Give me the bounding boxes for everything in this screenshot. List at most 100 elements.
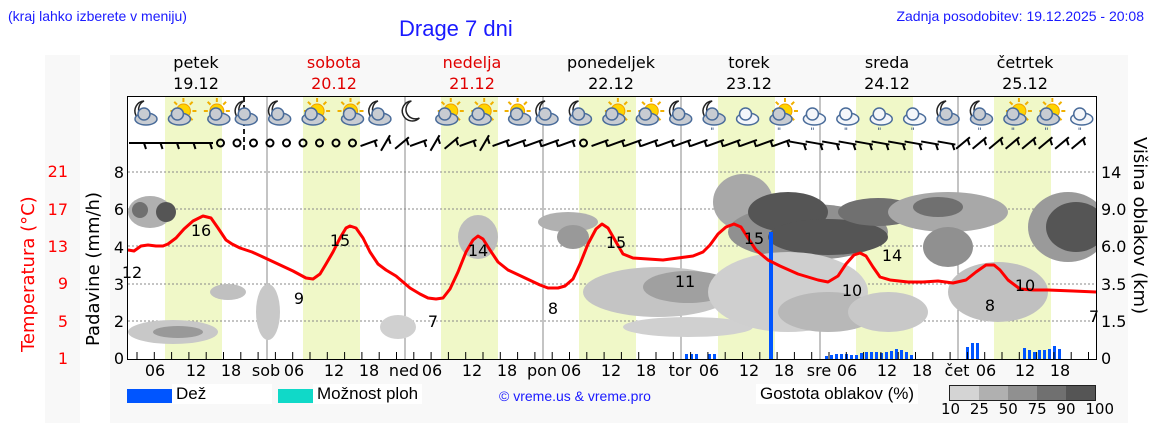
night-drizzle-icon: " xyxy=(702,100,726,137)
temp-tick: 21 xyxy=(47,162,68,181)
precip-tick: 6 xyxy=(113,200,124,219)
temperature-value-label: 15 xyxy=(329,231,351,250)
cloud-tick: 1.5 xyxy=(1101,312,1127,331)
copyright-link[interactable]: © vreme.us & vreme.pro xyxy=(499,388,651,404)
sun-cloud-small-icon xyxy=(337,98,365,126)
day-date: 25.12 xyxy=(1002,74,1048,93)
day-header: sobota 20.12 xyxy=(307,52,361,94)
temperature-value-label: 8 xyxy=(547,299,559,318)
day-name: nedelja xyxy=(442,53,502,72)
x-tick-label: sre xyxy=(806,361,832,380)
cloud-height-axis-title: Višina oblakov (km) xyxy=(1129,137,1150,315)
scale-tick: 90 xyxy=(1056,400,1076,418)
x-tick-label: 18 xyxy=(496,361,518,380)
cloud-density-label: Gostota oblakov (%) xyxy=(756,384,919,404)
cloud-tick: 0 xyxy=(1101,349,1112,368)
x-tick-label: 06 xyxy=(975,361,997,380)
day-name: petek xyxy=(173,53,219,72)
cloud-tick: 14 xyxy=(1101,163,1122,182)
sun-cloud-icon xyxy=(435,98,464,126)
last-updated: Zadnja posodobitev: 19.12.2025 - 20:08 xyxy=(896,8,1144,24)
scale-tick: 25 xyxy=(969,400,989,418)
x-tick-label: 06 xyxy=(144,361,166,380)
temperature-value-label: 7 xyxy=(427,312,439,331)
showers-swatch xyxy=(278,389,324,403)
precip-tick: 4 xyxy=(113,238,124,257)
x-tick-label: 12 xyxy=(876,361,898,380)
cloud-tick: 3.5 xyxy=(1101,275,1127,294)
x-tick-label: sob xyxy=(251,361,281,380)
precip-tick: 0 xyxy=(113,349,124,368)
temp-tick: 13 xyxy=(47,237,68,256)
svg-text:": " xyxy=(844,127,848,137)
temperature-value-label: 10 xyxy=(841,281,863,300)
day-date: 19.12 xyxy=(173,74,219,93)
cloudy-drizzle-icon: " xyxy=(1070,107,1094,137)
x-tick-label: 18 xyxy=(773,361,795,380)
rain-swatch xyxy=(127,389,173,403)
x-tick-label: pon xyxy=(526,361,558,380)
location-hint: (kraj lahko izberete v meniju) xyxy=(8,8,187,24)
x-tick-label: 06 xyxy=(421,361,443,380)
temperature-value-label: 12 xyxy=(121,263,143,282)
sun-cloud-icon xyxy=(167,98,197,126)
cloudy-drizzle-icon: " xyxy=(902,107,927,137)
night-cloudy-icon xyxy=(368,100,392,126)
svg-text:": " xyxy=(877,127,881,137)
night-cloudy-icon xyxy=(668,100,693,126)
x-tick-label: 06 xyxy=(836,361,858,380)
forecast-plot xyxy=(127,152,1097,360)
x-tick-label: 12 xyxy=(323,361,345,380)
night-cloudy-icon xyxy=(936,100,960,126)
x-tick-label: 18 xyxy=(358,361,380,380)
day-name: sreda xyxy=(864,53,910,72)
cloud-density-scale xyxy=(949,385,1096,401)
day-date: 23.12 xyxy=(726,74,772,93)
temp-axis-panel xyxy=(45,55,80,423)
sun-cloud-icon xyxy=(301,98,331,126)
temp-tick: 5 xyxy=(57,312,68,331)
temperature-axis-title: Temperatura (°C) xyxy=(18,196,39,352)
temperature-value-label: 11 xyxy=(674,272,696,291)
day-name: četrtek xyxy=(996,53,1054,72)
cloudy-icon xyxy=(735,107,760,126)
x-tick-label: 06 xyxy=(560,361,582,380)
cloud-tick: 9.0 xyxy=(1101,200,1127,219)
temperature-value-label: 10 xyxy=(1014,276,1036,295)
temperature-value-label: 15 xyxy=(605,233,627,252)
showers-legend-label: Možnost ploh xyxy=(313,384,423,404)
precip-tick: 2 xyxy=(113,312,124,331)
cloud-density-ticks: 10 25 50 75 90 100 xyxy=(941,400,1114,418)
precip-tick: 8 xyxy=(113,163,124,182)
temp-tick: 1 xyxy=(57,349,68,368)
day-header: ponedeljek 22.12 xyxy=(567,52,655,94)
day-date: 21.12 xyxy=(449,74,495,93)
x-tick-label: tor xyxy=(668,361,692,380)
night-cloudy-icon xyxy=(134,100,158,126)
night-cloudy-icon xyxy=(568,100,593,126)
day-header: petek 19.12 xyxy=(173,52,219,94)
day-date: 20.12 xyxy=(311,74,357,93)
scale-tick: 75 xyxy=(1027,400,1047,418)
day-date: 24.12 xyxy=(864,74,910,93)
x-tick-label: ned xyxy=(388,361,420,380)
day-header: nedelja 21.12 xyxy=(443,52,502,94)
temperature-value-label: 8 xyxy=(984,296,996,315)
svg-text:": " xyxy=(1078,127,1082,137)
x-tick-label: 18 xyxy=(911,361,933,380)
temperature-value-label: 16 xyxy=(190,221,212,240)
day-date: 22.12 xyxy=(588,74,634,93)
weather-icon-strip: " " " " " " " " " " xyxy=(127,96,1097,153)
sun-cloud-small-icon xyxy=(504,98,532,126)
temp-tick: 9 xyxy=(57,274,68,293)
cloud-tick: 6.0 xyxy=(1101,237,1127,256)
svg-text:": " xyxy=(1011,127,1015,137)
x-tick-label: 06 xyxy=(283,361,305,380)
day-header: torek 23.12 xyxy=(726,52,772,94)
x-tick-label: 12 xyxy=(185,361,207,380)
sun-cloud-drizzle-icon: " xyxy=(769,98,798,137)
night-cloudy-icon xyxy=(535,100,559,126)
x-tick-label: 06 xyxy=(698,361,720,380)
x-tick-label: 12 xyxy=(600,361,622,380)
day-name: torek xyxy=(728,53,770,72)
